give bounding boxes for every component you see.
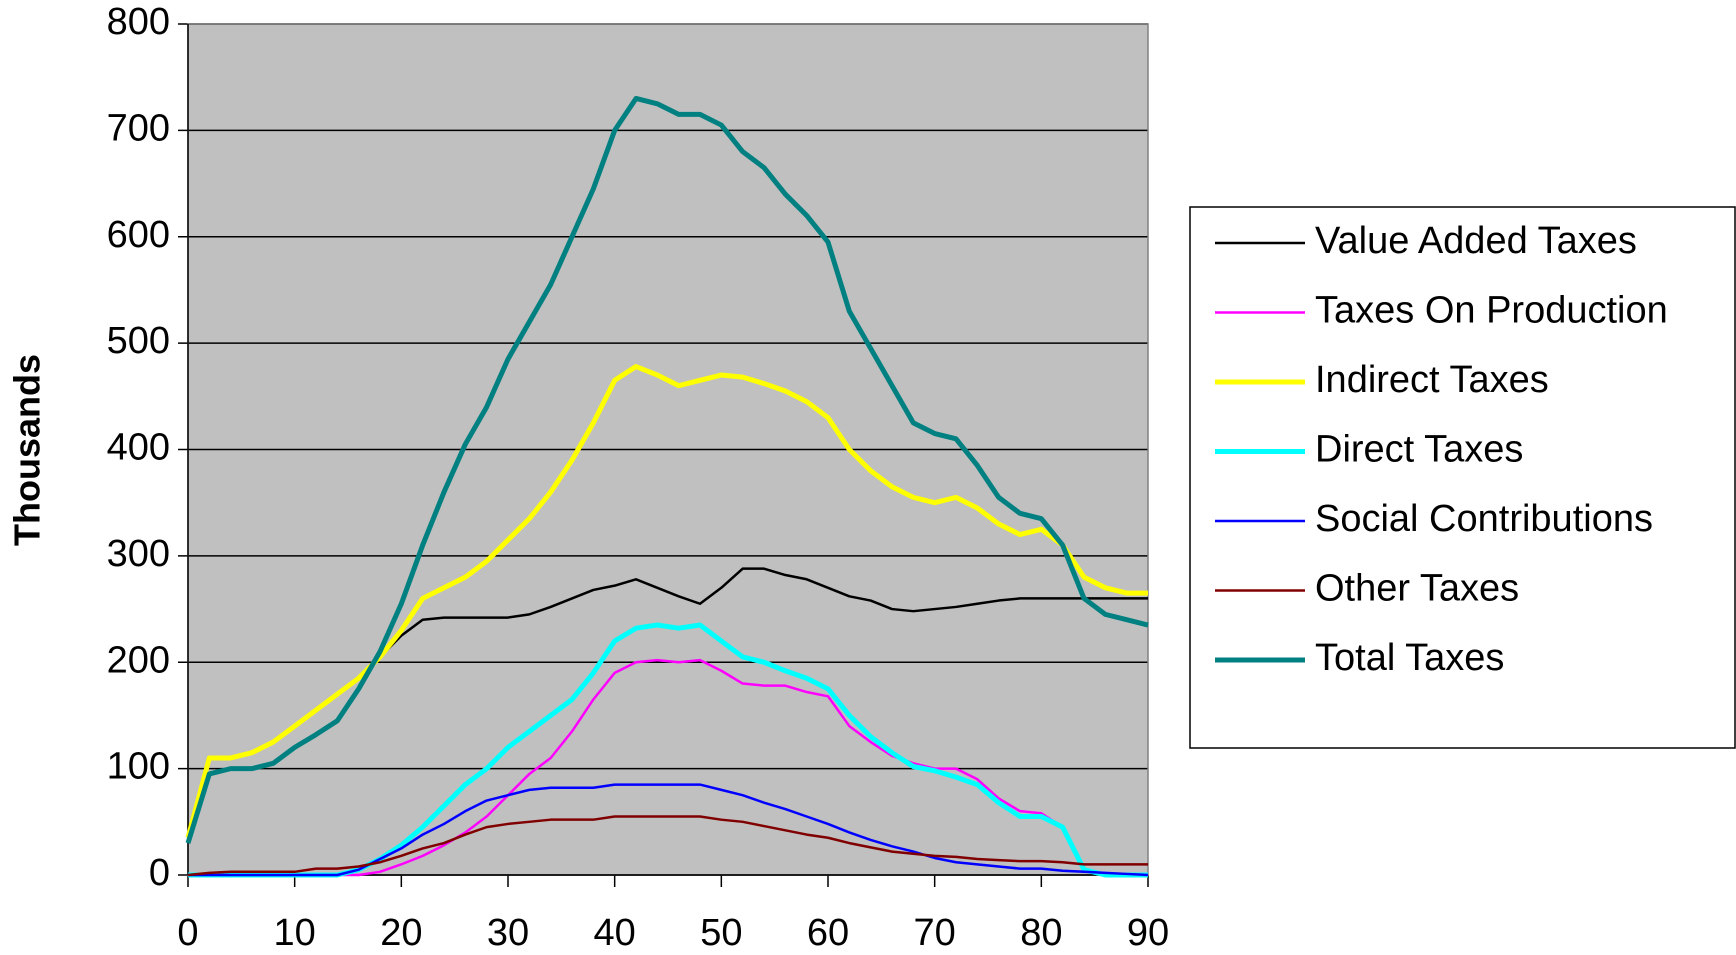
legend-label: Taxes On Production [1315,290,1668,332]
legend-label: Other Taxes [1315,568,1519,610]
y-tick-label: 500 [107,320,170,362]
x-tick-label: 70 [914,912,956,954]
legend-label: Total Taxes [1315,637,1504,679]
series-line [185,95,1149,844]
legend-label: Value Added Taxes [1315,220,1637,262]
y-tick-label: 400 [107,427,170,469]
x-tick-label: 60 [807,912,849,954]
y-tick-label: 700 [107,107,170,149]
x-tick-label: 0 [177,912,198,954]
x-tick-label: 40 [594,912,636,954]
series-line [185,364,1148,839]
x-tick-label: 90 [1127,912,1169,954]
x-tick-label: 20 [380,912,422,954]
series-line [187,815,1148,877]
x-tick-label: 10 [274,912,316,954]
y-tick-label: 600 [107,214,170,256]
x-tick-label: 50 [700,912,742,954]
series-line [188,658,1148,877]
y-tick-label: 200 [107,639,170,681]
series-line [188,783,1149,877]
legend-label: Social Contributions [1315,498,1653,540]
y-axis-label: Thousands [7,354,48,546]
y-tick-label: 300 [107,533,170,575]
y-tick-label: 100 [107,746,170,788]
y-tick-label: 0 [149,852,170,894]
x-tick-label: 80 [1020,912,1062,954]
x-tick-label: 30 [487,912,529,954]
y-tick-label: 800 [107,1,170,43]
legend-label: Indirect Taxes [1315,359,1549,401]
legend-label: Direct Taxes [1315,429,1523,471]
